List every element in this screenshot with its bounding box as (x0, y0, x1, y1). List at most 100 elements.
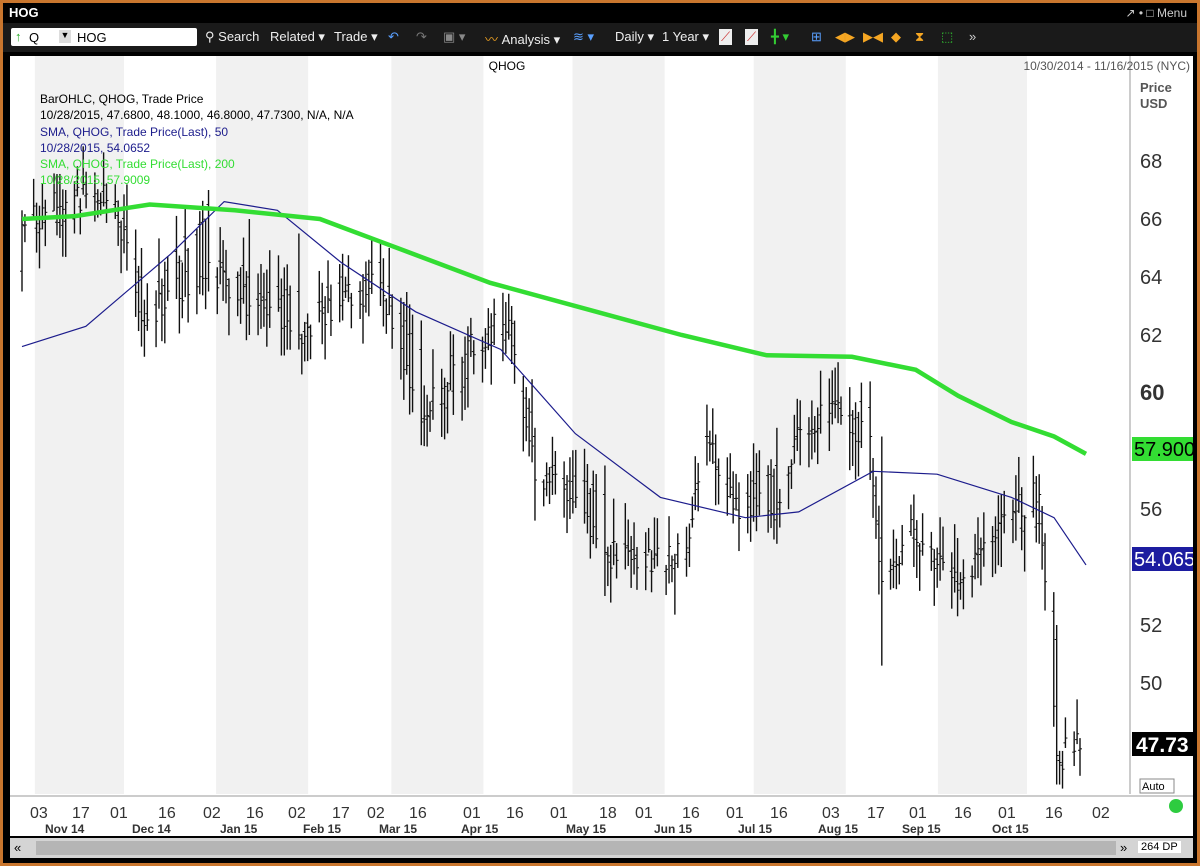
compress-v-icon[interactable]: ⧗ (915, 29, 925, 44)
ohlc-bar (908, 504, 913, 536)
tag-sma50-text: 54.065 (1134, 549, 1193, 571)
ohlc-bar (1002, 490, 1007, 534)
ohlc-bar (156, 238, 161, 309)
ohlc-bar (900, 524, 905, 566)
x-day-label: 16 (246, 805, 264, 822)
y-tick-label: 50 (1140, 673, 1162, 695)
ohlc-bar (451, 334, 456, 415)
x-day-label: 16 (682, 805, 700, 822)
x-month-label: Sep 15 (902, 822, 941, 836)
ohlc-bar (833, 367, 838, 419)
ohlc-bar (655, 518, 660, 567)
ohlc-bar (1037, 474, 1042, 544)
ohlc-bar (218, 227, 223, 285)
auto-button[interactable]: Auto (1139, 778, 1175, 794)
line-chart-icon[interactable]: ⟋ (719, 29, 733, 45)
ohlc-bar (509, 306, 514, 364)
month-band (391, 56, 484, 794)
ohlc-bar (856, 411, 861, 477)
redo-icon[interactable]: ↷ (416, 29, 427, 44)
ohlc-bar (608, 544, 613, 603)
symbol-input[interactable]: ↑ Q ▼ HOG (11, 28, 197, 46)
window-menu[interactable]: ↗ • □ Menu (1125, 6, 1187, 20)
x-day-label: 01 (110, 805, 128, 822)
studies-icon[interactable]: ≋ ▾ (573, 29, 595, 44)
related-menu[interactable]: Related ▾ (270, 29, 325, 44)
ohlc-bar (591, 470, 596, 545)
x-day-label: 02 (367, 805, 385, 822)
ohlc-bar (941, 526, 946, 571)
ohlc-bar (623, 503, 628, 570)
x-month-label: May 15 (566, 822, 606, 836)
analysis-menu[interactable]: 〰 Analysis ▾ (485, 32, 561, 47)
ohlc-bar (343, 276, 348, 298)
ohlc-bar (573, 449, 578, 509)
folder-icon[interactable]: ▣ ▾ (443, 29, 466, 44)
ohlc-bar (299, 333, 304, 375)
ohlc-bar (122, 194, 127, 254)
legend-sma200-label: SMA, QHOG, Trade Price(Last), 200 (40, 157, 235, 171)
price-chart[interactable]: 50 52 56 60 62 64 66 68 03 17 01 16 02 16 02 17 02 16 01 1… (10, 56, 1193, 836)
ohlc-bar (387, 247, 392, 316)
ohlc-bar (1019, 487, 1024, 551)
ohlc-bar (716, 458, 721, 505)
symbol-text[interactable]: HOG (77, 30, 107, 45)
x-day-label: 01 (463, 805, 481, 822)
search-button[interactable]: ⚲ Search (205, 29, 259, 45)
zoom-icon[interactable]: ⊞ (811, 29, 822, 44)
y-tick-label: 66 (1140, 209, 1162, 231)
ohlc-bar (949, 552, 954, 609)
scroll-left-icon[interactable]: « (14, 840, 22, 855)
bar-chart-icon[interactable]: ⟋ (745, 29, 759, 45)
chart-area[interactable]: 50 52 56 60 62 64 66 68 03 17 01 16 02 16 02 17 02 16 01 1… (10, 56, 1193, 836)
x-month-label: Mar 15 (379, 822, 417, 836)
time-scrollbar[interactable]: « » 264 DP (10, 838, 1193, 858)
interval-menu[interactable]: Daily ▾ (615, 29, 655, 44)
ohlc-bar (1078, 738, 1082, 776)
scroll-right-icon[interactable]: » (1120, 840, 1128, 855)
undo-icon[interactable]: ↶ (388, 29, 399, 44)
ohlc-bar (349, 292, 354, 329)
ohlc-bar (463, 336, 468, 410)
chevron-down-icon[interactable]: ▼ (59, 30, 71, 43)
trade-menu[interactable]: Trade ▾ (334, 29, 378, 44)
compress-icon[interactable]: ▶◀ (863, 29, 883, 44)
scroll-lr-icon[interactable]: ◀▶ (835, 29, 855, 44)
ohlc-bar (917, 543, 922, 591)
tag-last: 47.73 (1132, 732, 1193, 757)
ohlc-bar (789, 459, 794, 489)
ohlc-bar (1075, 699, 1080, 745)
window-controls[interactable]: ↗ • □ (1125, 6, 1154, 20)
x-day-label: 01 (909, 805, 927, 822)
ohlc-bar (792, 414, 797, 464)
ohlc-bar (366, 259, 371, 317)
menu-button[interactable]: Menu (1156, 6, 1187, 20)
ohlc-bar (261, 272, 266, 327)
ohlc-bar (544, 462, 549, 497)
ohlc-bar (935, 547, 940, 588)
ohlc-bar (786, 466, 791, 510)
ohlc-bar (422, 385, 427, 447)
y-tick-label: 62 (1140, 325, 1162, 347)
scroll-thumb[interactable] (36, 841, 1116, 855)
ohlc-bar (276, 255, 281, 312)
x-day-label: 16 (1045, 805, 1063, 822)
ohlc-bar (958, 572, 963, 600)
crosshair-icon[interactable]: ╋ ▾ (771, 29, 789, 44)
ohlc-bar (970, 565, 975, 598)
select-icon[interactable]: ⬚ (941, 29, 954, 44)
ohlc-bar (264, 269, 269, 347)
more-icon[interactable]: » (969, 29, 977, 44)
related-label: Related (270, 29, 315, 44)
ohlc-bar (649, 550, 654, 593)
ohlc-bar (553, 451, 558, 495)
ohlc-bar (521, 376, 526, 452)
ohlc-bar (75, 166, 80, 197)
range-menu[interactable]: 1 Year ▾ (662, 29, 710, 44)
ohlc-bar (346, 255, 351, 303)
expand-v-icon[interactable]: ◆ (891, 29, 901, 44)
ohlc-bar (806, 417, 811, 468)
ohlc-bar (565, 475, 570, 534)
x-day-label: 01 (635, 805, 653, 822)
ohlc-bar (626, 519, 631, 567)
